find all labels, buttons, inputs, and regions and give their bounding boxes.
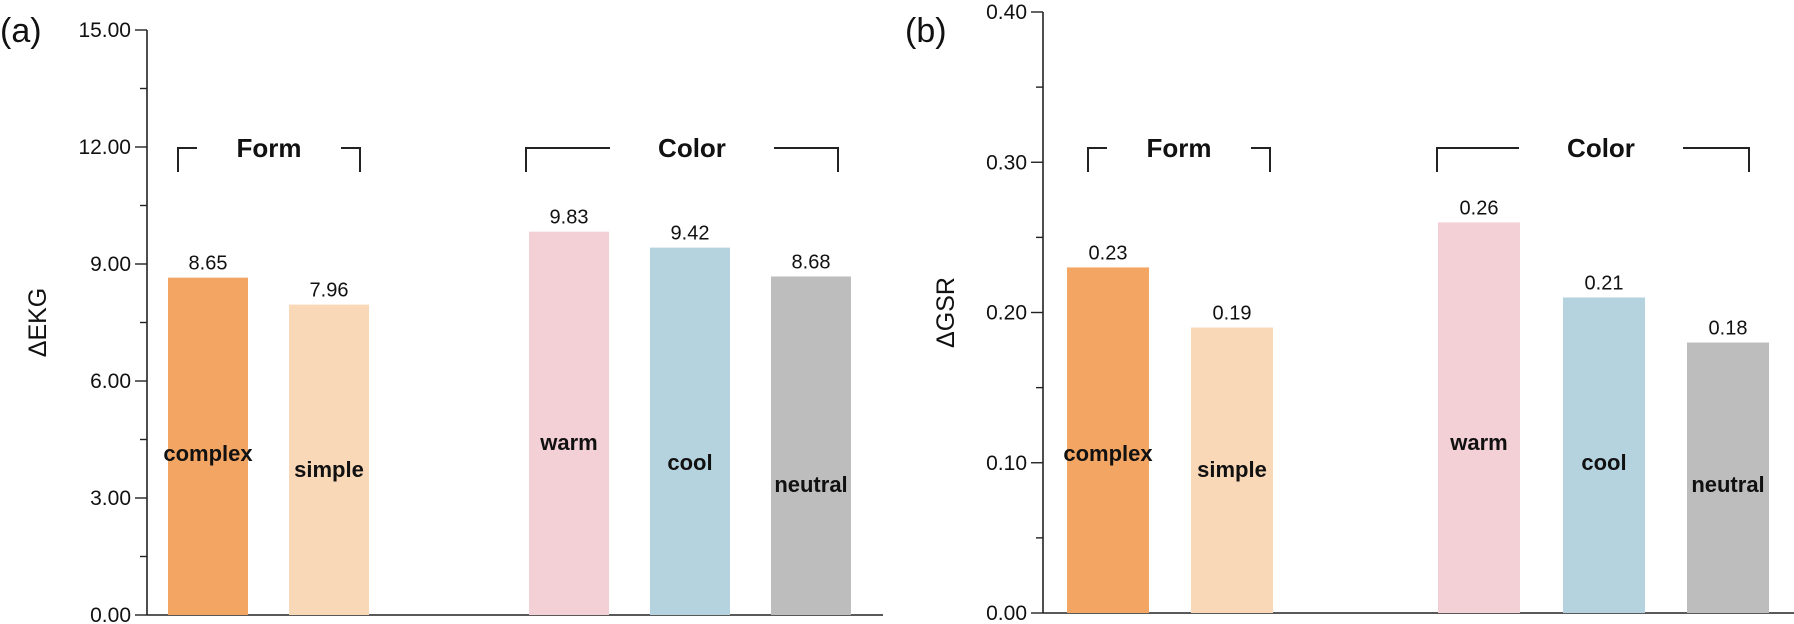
- value-label-neutral: 8.68: [792, 251, 831, 273]
- group-label-color: Color: [1567, 133, 1635, 163]
- category-label-complex: complex: [163, 441, 253, 466]
- group-label-color: Color: [658, 133, 726, 163]
- category-label-complex: complex: [1063, 441, 1153, 466]
- category-label-warm: warm: [539, 430, 597, 455]
- value-label-warm: 9.83: [550, 207, 589, 229]
- value-label-cool: 0.21: [1585, 272, 1624, 294]
- value-label-complex: 8.65: [189, 253, 228, 275]
- panel-a: (a) ΔEKG 0.00 3.00 6.00 9.00 12.00 15.00 8.65 com…: [0, 12, 883, 624]
- value-label-simple: 7.96: [310, 280, 349, 302]
- category-label-simple: simple: [1197, 457, 1267, 482]
- y-axis-title: ΔEKG: [24, 288, 52, 358]
- y-tick-label: 0.30: [986, 151, 1027, 174]
- bar-neutral: [1687, 342, 1769, 613]
- panel-label: (b): [905, 12, 947, 50]
- y-tick-label: 0.00: [986, 602, 1027, 624]
- group-bracket-color: [1436, 147, 1750, 172]
- category-label-cool: cool: [667, 450, 712, 475]
- y-tick-label: 3.00: [90, 487, 131, 510]
- value-label-neutral: 0.18: [1709, 318, 1748, 340]
- group-label-form: Form: [237, 133, 302, 163]
- bar-warm: [529, 231, 609, 615]
- category-label-neutral: neutral: [1691, 472, 1764, 497]
- bar-cool: [1563, 297, 1645, 613]
- bar-simple: [1191, 327, 1273, 613]
- y-axis-title: ΔGSR: [932, 277, 960, 348]
- y-tick-label: 0.10: [986, 452, 1027, 475]
- panel-b: (b) ΔGSR 0.00 0.10 0.20 0.30 0.40 0.23 complex 0.…: [905, 1, 1794, 624]
- value-label-cool: 9.42: [671, 223, 710, 245]
- group-bracket-form: [1087, 147, 1271, 172]
- y-tick-label: 9.00: [90, 253, 131, 276]
- y-tick-label: 0.40: [986, 1, 1027, 24]
- bar-warm: [1438, 222, 1520, 613]
- y-tick-label: 6.00: [90, 370, 131, 393]
- y-tick-label: 0.00: [90, 604, 131, 624]
- y-tick-label: 12.00: [78, 136, 131, 159]
- category-label-simple: simple: [294, 457, 364, 482]
- value-label-complex: 0.23: [1089, 242, 1128, 264]
- value-label-warm: 0.26: [1460, 197, 1499, 219]
- bar-neutral: [771, 276, 851, 615]
- group-label-form: Form: [1147, 133, 1212, 163]
- group-bracket-form: [177, 147, 361, 172]
- category-label-neutral: neutral: [774, 472, 847, 497]
- panel-label: (a): [0, 12, 42, 50]
- category-label-warm: warm: [1449, 430, 1507, 455]
- value-label-simple: 0.19: [1213, 303, 1252, 325]
- category-label-cool: cool: [1581, 450, 1626, 475]
- y-tick-label: 15.00: [78, 19, 131, 42]
- bar-simple: [289, 304, 369, 615]
- group-bracket-color: [525, 147, 839, 172]
- bar-complex: [1067, 267, 1149, 613]
- bar-cool: [650, 247, 730, 615]
- bar-complex: [168, 277, 248, 615]
- y-tick-label: 0.20: [986, 302, 1027, 325]
